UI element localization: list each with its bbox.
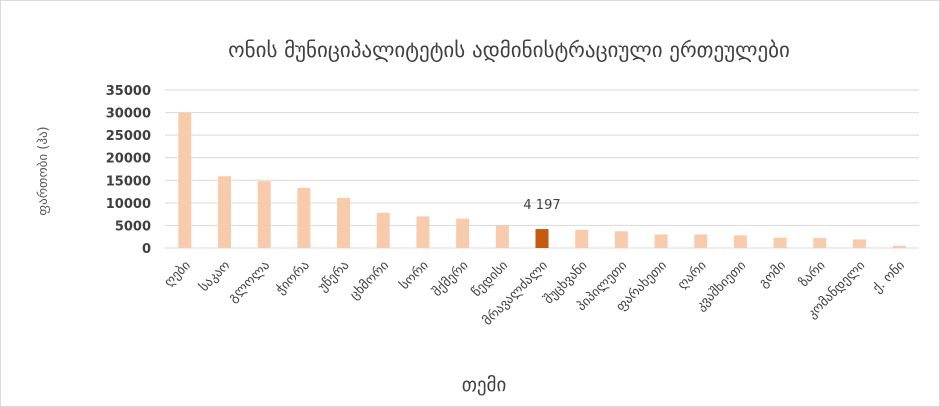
y-tick-label: 25000 xyxy=(106,129,151,144)
x-tick-label: ცხმორი xyxy=(347,258,392,303)
x-axis-title: თემი xyxy=(462,374,507,396)
x-tick-label: საკაო xyxy=(197,258,234,295)
y-tick-label: 10000 xyxy=(106,197,151,212)
x-tick-label: უწერა xyxy=(316,258,353,295)
x-tick-label: ზარი xyxy=(797,258,829,290)
y-tick-label: 30000 xyxy=(106,107,151,122)
bar-2 xyxy=(218,176,232,248)
x-tick-label: ღები xyxy=(162,258,194,290)
bar-9 xyxy=(495,225,509,248)
x-tick-label: ქ. ონი xyxy=(870,258,908,296)
bar-19 xyxy=(892,245,906,248)
data-labels: 4 197 xyxy=(523,198,560,213)
bar-13 xyxy=(654,234,668,248)
bar-4 xyxy=(297,187,311,248)
gridlines xyxy=(165,89,919,249)
y-tick-label: 0 xyxy=(142,242,151,257)
bar-17 xyxy=(813,238,827,248)
bar-8 xyxy=(456,218,470,248)
x-tick-label: გომი xyxy=(756,258,789,291)
y-axis-title: ფართობი (ჰა) xyxy=(36,126,51,215)
x-tick-label: გლოლა xyxy=(226,258,273,305)
chart-title: ონის მუნიციპალიტეტის ადმინისტრაციული ერთ… xyxy=(228,38,790,62)
y-tick-label: 20000 xyxy=(106,152,151,167)
bars xyxy=(178,112,906,248)
bar-7 xyxy=(416,216,430,248)
bar-15 xyxy=(733,235,747,248)
bar-11 xyxy=(575,229,589,248)
x-tick-label: შქმერი xyxy=(430,258,472,300)
bar-1 xyxy=(178,112,192,248)
bar-3 xyxy=(257,181,271,248)
data-label-highlight: 4 197 xyxy=(523,198,560,213)
bar-16 xyxy=(773,237,787,248)
x-tick-label: ღარი xyxy=(675,258,710,293)
y-axis-ticks: 0 5000 10000 15000 20000 25000 30000 35000 xyxy=(106,84,151,257)
bar-12 xyxy=(614,231,628,248)
x-tick-label: ჭიორა xyxy=(273,258,312,297)
y-tick-label: 15000 xyxy=(106,174,151,189)
bar-6 xyxy=(376,212,390,248)
x-tick-label: სორი xyxy=(397,258,432,293)
bar-18 xyxy=(852,239,866,248)
bar-5 xyxy=(337,197,351,248)
y-tick-label: 5000 xyxy=(115,219,151,234)
bar-10 xyxy=(535,229,549,248)
y-tick-label: 35000 xyxy=(106,84,151,99)
bar-14 xyxy=(694,234,708,248)
